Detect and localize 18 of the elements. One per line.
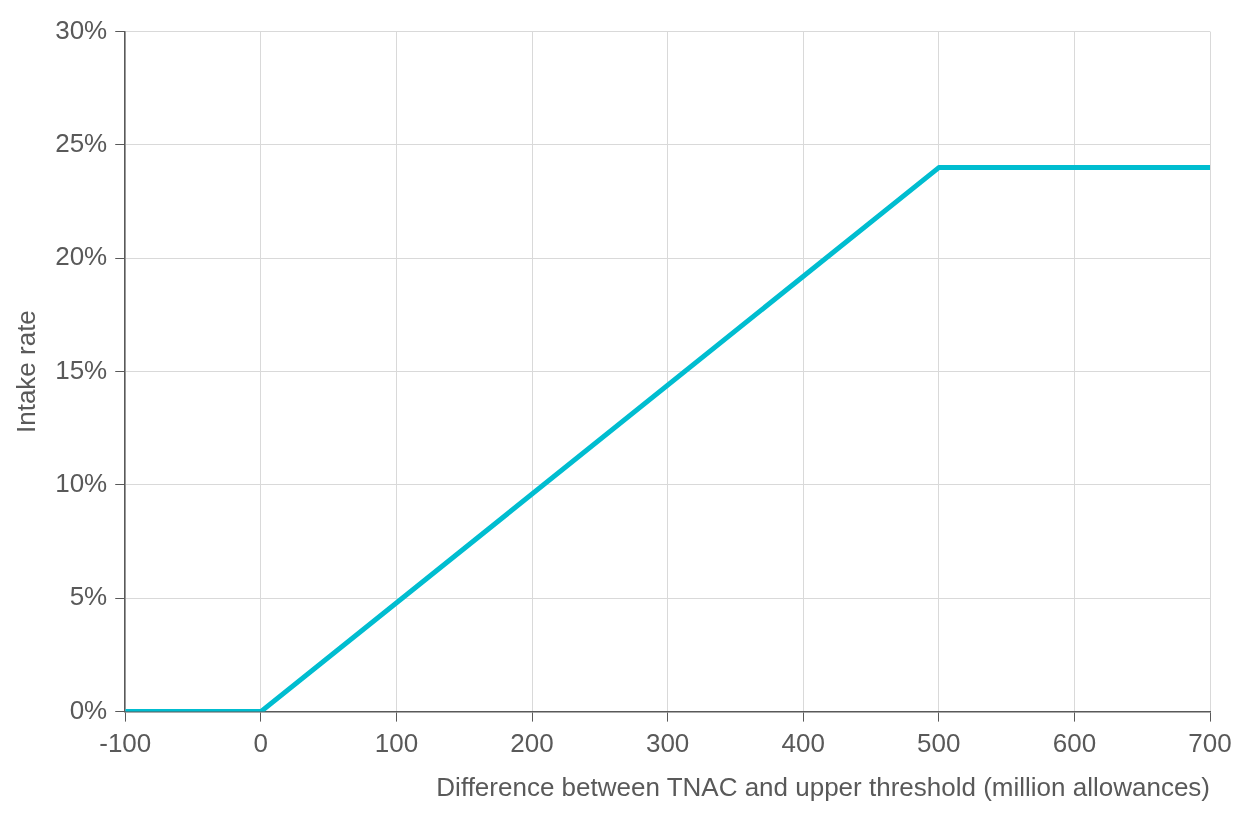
y-tick-label: 25% <box>55 128 108 159</box>
y-tick-label: 30% <box>55 14 108 45</box>
x-tick-label: 700 <box>1188 728 1232 759</box>
x-axis-title: Difference between TNAC and upper threshold (million allowances) <box>436 771 1210 802</box>
y-tick-label: 10% <box>55 468 108 499</box>
y-tick-label: 0% <box>69 694 108 725</box>
x-tick-label: 200 <box>510 728 554 759</box>
y-axis-title: Intake rate <box>10 310 41 434</box>
x-tick-label: 600 <box>1052 728 1097 759</box>
x-tick-label: 100 <box>374 728 419 759</box>
x-tick-label: -100 <box>99 728 152 759</box>
y-tick-label: 15% <box>55 354 108 385</box>
y-tick-label: 20% <box>55 241 108 272</box>
x-tick-label: 300 <box>645 728 690 759</box>
x-tick-label: 400 <box>781 728 825 759</box>
y-tick-label: 5% <box>69 581 108 612</box>
x-tick-label: 500 <box>917 728 961 759</box>
x-tick-label: 0 <box>253 728 269 759</box>
